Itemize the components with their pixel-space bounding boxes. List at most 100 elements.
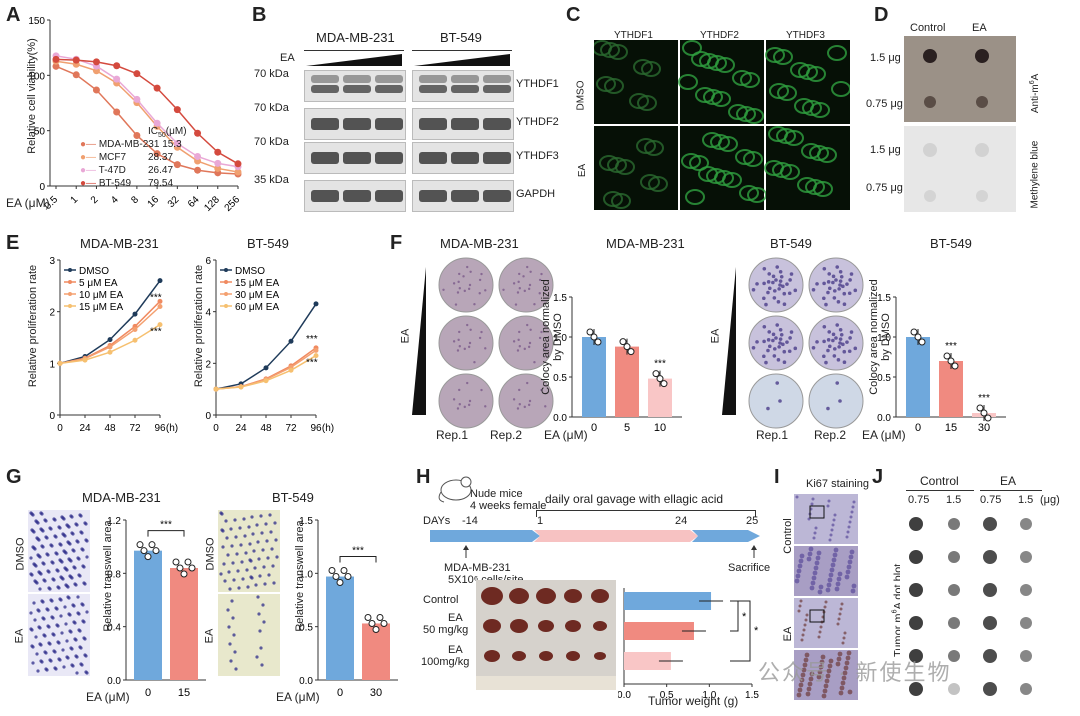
colony	[778, 337, 783, 341]
watermark: 公众号 · 新使生物	[758, 660, 952, 685]
blot-band	[375, 75, 403, 83]
blot-band	[419, 118, 447, 130]
cell	[49, 527, 53, 531]
colony	[452, 282, 456, 285]
if-cell	[637, 95, 657, 111]
blot-band	[483, 75, 511, 83]
cell	[815, 555, 821, 561]
if-cell	[740, 72, 760, 88]
dot	[983, 616, 997, 630]
cell	[234, 535, 238, 539]
x-tick-label: 8	[129, 194, 141, 206]
colony	[456, 349, 460, 352]
blot-strip	[412, 142, 514, 174]
colony	[533, 361, 536, 364]
legend-label: 30 μM EA	[235, 290, 279, 301]
cell	[75, 671, 79, 675]
x-tick-label: 0	[57, 423, 63, 434]
cell	[819, 625, 823, 629]
bar	[624, 652, 671, 670]
colony	[458, 330, 461, 334]
colony	[824, 302, 828, 307]
colony	[457, 280, 460, 284]
cell	[221, 529, 225, 533]
cell	[797, 609, 801, 613]
cell	[31, 645, 35, 649]
cell	[848, 520, 852, 524]
cell	[803, 623, 807, 627]
x-tick-label: 72	[129, 423, 141, 434]
blot-band	[419, 85, 447, 93]
dot	[983, 550, 997, 564]
cell	[74, 638, 78, 642]
colony	[774, 336, 778, 340]
colony	[518, 272, 521, 276]
cell	[241, 577, 245, 581]
colony	[838, 341, 842, 345]
bar-G-ylabel-1: Relative transwell area	[102, 520, 114, 632]
cell	[222, 562, 226, 566]
dot	[1020, 518, 1032, 530]
colony	[764, 360, 768, 365]
dot	[909, 682, 923, 696]
colony	[832, 347, 837, 351]
cell	[829, 533, 833, 537]
if-cell	[600, 42, 620, 58]
if-cell	[615, 159, 635, 175]
cell	[817, 669, 823, 675]
bar	[326, 576, 354, 680]
legend-marker	[224, 268, 228, 272]
if-cell	[772, 162, 792, 178]
blot-band	[483, 118, 511, 130]
cell	[809, 585, 815, 591]
x-tick-label: 96	[154, 423, 166, 434]
cell	[227, 570, 231, 574]
colony	[528, 283, 532, 287]
y-tick-label: 0	[205, 411, 211, 422]
colony	[778, 269, 783, 274]
cell	[84, 522, 88, 526]
y-tick-label: 0.5	[299, 623, 313, 634]
cell	[851, 505, 855, 509]
panel-label-B: B	[252, 4, 267, 26]
x-tick-label: 0	[213, 423, 219, 434]
data-point	[140, 547, 148, 555]
colony-title-1: MDA-MB-231	[440, 236, 519, 251]
legend-label: DMSO	[79, 266, 109, 277]
legend-label: 10 μM EA	[79, 290, 123, 301]
y-tick-label: 0.0	[299, 676, 313, 687]
significance-bracket	[339, 556, 377, 563]
cell	[801, 633, 805, 637]
cell	[835, 581, 841, 587]
dot	[948, 650, 960, 662]
cell	[823, 683, 829, 689]
if-cell	[743, 151, 763, 167]
data-point	[144, 553, 152, 561]
colony	[811, 346, 816, 350]
cell	[29, 611, 33, 615]
colony-well	[498, 315, 554, 371]
colony	[454, 303, 458, 306]
panel-label-H: H	[416, 466, 431, 488]
if-cell	[604, 78, 624, 94]
cell	[817, 635, 821, 639]
colony	[544, 347, 547, 350]
colony	[478, 292, 481, 295]
mouse-icon	[438, 476, 472, 503]
data-point	[344, 573, 352, 581]
colony	[528, 399, 532, 403]
x-tick-label: 5	[624, 422, 630, 434]
if-cell	[689, 155, 709, 171]
legend-marker	[68, 292, 72, 296]
colony	[837, 345, 841, 349]
colony	[538, 292, 541, 295]
if-cell	[678, 74, 698, 90]
cell	[843, 631, 847, 635]
if-row-ea: EA	[577, 163, 589, 178]
colony	[452, 340, 456, 343]
legend-label: 15 μM EA	[79, 302, 123, 313]
cell	[230, 599, 234, 603]
colony	[832, 296, 837, 300]
legend-ic50: 28.37	[148, 152, 174, 163]
